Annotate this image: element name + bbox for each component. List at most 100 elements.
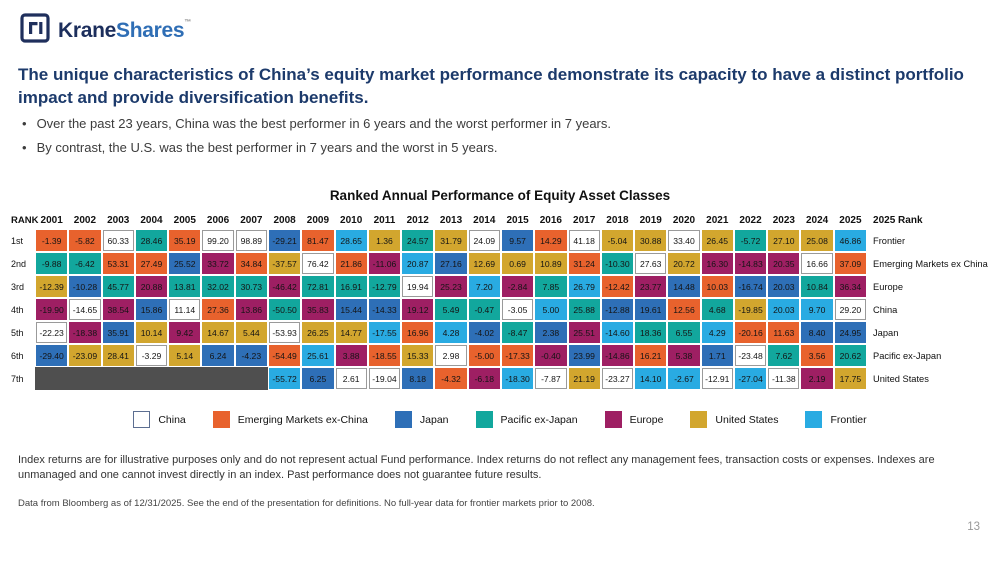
table-row: 6th -29.40 -23.09 28.41 -3.29 5.14 6.24 -4.23 -5…: [11, 344, 989, 367]
perf-cell: 20.35: [767, 252, 801, 275]
perf-cell: 14.10: [634, 367, 668, 390]
perf-cell: 14.48: [667, 275, 701, 298]
perf-cell: 33.40: [667, 229, 701, 252]
perf-cell: 20.88: [134, 275, 169, 298]
rank-label: 2nd: [11, 258, 27, 269]
perf-cell: 81.47: [301, 229, 335, 252]
perf-cell: -22.23: [35, 321, 69, 344]
perf-cell: -12.42: [600, 275, 635, 298]
perf-cell: -11.06: [367, 252, 402, 275]
table-row: 1st -1.39 -5.82 60.33 28.46 35.19 99.20 98.89 -2…: [11, 229, 989, 252]
rank-label: 6th: [11, 350, 24, 361]
perf-cell: 72.81: [301, 275, 335, 298]
slide-heading: The unique characteristics of China’s eq…: [18, 65, 964, 107]
perf-cell: 99.20: [201, 229, 235, 252]
perf-cell: -50.50: [267, 298, 302, 321]
perf-cell: 10.84: [800, 275, 834, 298]
year-header: 2003: [107, 215, 130, 226]
perf-cell: 17.75: [833, 367, 868, 390]
perf-cell: -10.28: [68, 275, 102, 298]
year-header: 2022: [739, 215, 762, 226]
perf-cell: 15.86: [134, 298, 169, 321]
asset-2025-rank-label: Pacific ex-Japan: [873, 350, 942, 361]
perf-cell: -17.33: [500, 344, 535, 367]
rank-label: 7th: [11, 373, 24, 384]
perf-cell: 20.03: [767, 298, 801, 321]
perf-cell: 28.46: [134, 229, 169, 252]
rank-label: 1st: [11, 235, 24, 246]
perf-cell: 5.00: [534, 298, 568, 321]
perf-cell: 9.57: [500, 229, 535, 252]
perf-cell: 3.88: [334, 344, 368, 367]
perf-cell: 11.63: [767, 321, 801, 344]
perf-cell: 24.57: [401, 229, 435, 252]
perf-cell: [68, 367, 102, 390]
perf-cell: -1.39: [35, 229, 69, 252]
legend-label: Frontier: [830, 413, 867, 426]
perf-cell: 23.77: [634, 275, 668, 298]
perf-cell: [234, 367, 268, 390]
legend-item-pacific: Pacific ex-Japan: [475, 411, 578, 428]
kraneshares-logo-icon: [20, 13, 50, 48]
year-header: 2012: [406, 215, 429, 226]
perf-cell: 27.16: [434, 252, 468, 275]
kraneshares-wordmark: KraneShares™: [58, 19, 191, 43]
perf-cell: -2.84: [500, 275, 535, 298]
asset-2025-rank-label: Frontier: [873, 235, 906, 246]
perf-cell: 14.77: [334, 321, 368, 344]
perf-cell: [101, 367, 135, 390]
perf-cell: [168, 367, 202, 390]
legend-item-japan: Japan: [394, 411, 449, 428]
year-header: 2021: [706, 215, 729, 226]
table-row: 3rd -12.39 -10.28 45.77 20.88 13.81 32.02 30.73…: [11, 275, 989, 298]
perf-cell: 2.98: [434, 344, 468, 367]
perf-cell: -37.57: [267, 252, 302, 275]
perf-cell: -20.16: [733, 321, 768, 344]
chart-legend: China Emerging Markets ex-China Japan Pacif…: [0, 411, 1000, 428]
legend-swatch-china: [133, 411, 151, 428]
perf-cell: 20.62: [833, 344, 868, 367]
perf-cell: -53.93: [267, 321, 302, 344]
perf-cell: 20.03: [767, 275, 801, 298]
perf-cell: 2.38: [534, 321, 568, 344]
perf-cell: -55.72: [267, 367, 302, 390]
perf-cell: 1.71: [700, 344, 734, 367]
perf-cell: -5.72: [733, 229, 768, 252]
perf-cell: -23.48: [733, 344, 768, 367]
perf-cell: 25.88: [567, 298, 601, 321]
perf-cell: 24.09: [467, 229, 501, 252]
perf-cell: 1.36: [367, 229, 402, 252]
perf-cell: 25.08: [800, 229, 834, 252]
perf-cell: 19.94: [401, 275, 435, 298]
perf-cell: 16.96: [401, 321, 435, 344]
perf-cell: -29.21: [267, 229, 302, 252]
bullet-item: • By contrast, the U.S. was the best per…: [22, 140, 962, 156]
perf-cell: -6.18: [467, 367, 501, 390]
perf-cell: -5.04: [600, 229, 635, 252]
perf-cell: 7.20: [467, 275, 501, 298]
perf-cell: 3.56: [800, 344, 834, 367]
perf-cell: -3.29: [134, 344, 169, 367]
year-header: 2015: [506, 215, 529, 226]
perf-cell: 10.89: [534, 252, 568, 275]
perf-cell: 12.56: [667, 298, 701, 321]
legend-swatch-pacific: [475, 411, 493, 428]
bullet-dot: •: [22, 140, 27, 156]
perf-cell: [201, 367, 235, 390]
legend-label: Emerging Markets ex-China: [237, 413, 368, 426]
perf-cell: -27.04: [733, 367, 768, 390]
perf-cell: 11.14: [168, 298, 202, 321]
perf-cell: 5.44: [234, 321, 268, 344]
year-header: 2019: [639, 215, 662, 226]
perf-cell: 13.81: [168, 275, 202, 298]
bullet-dot: •: [22, 116, 27, 131]
legend-swatch-japan: [394, 411, 412, 428]
perf-cell: 19.12: [401, 298, 435, 321]
perf-cell: -14.60: [600, 321, 635, 344]
perf-cell: 6.25: [301, 367, 335, 390]
perf-cell: -23.27: [600, 367, 635, 390]
year-header: 2005: [173, 215, 196, 226]
perf-cell: -2.67: [667, 367, 701, 390]
perf-cell: 31.24: [567, 252, 601, 275]
